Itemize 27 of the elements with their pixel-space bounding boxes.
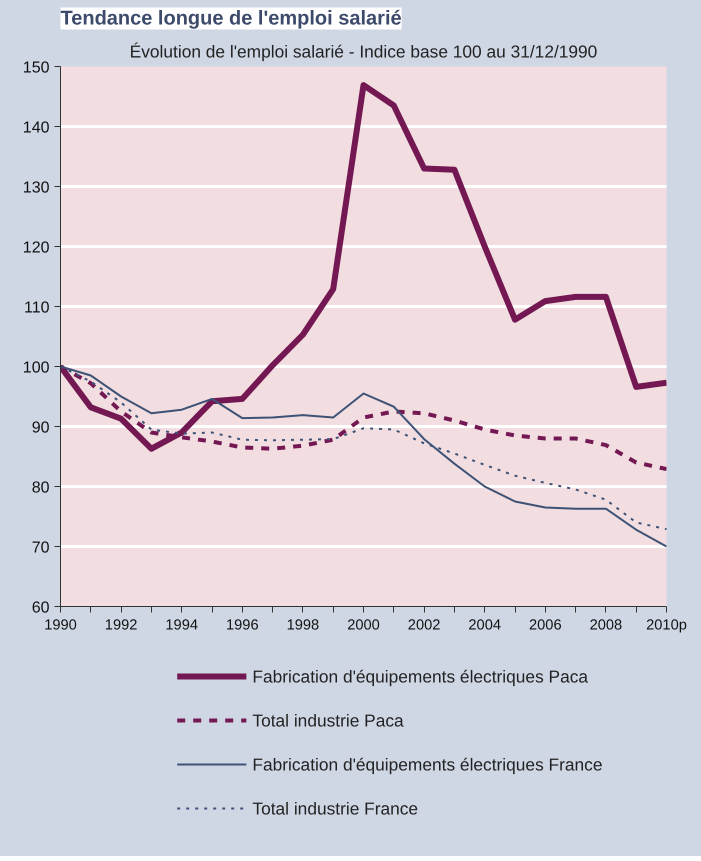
y-tick-label: 130 [22,180,50,196]
legend-label: Fabrication d'équipements électriques France [252,754,602,774]
y-tick-label: 120 [22,240,50,256]
x-tick-label: 2006 [529,618,562,634]
x-tick-label: 1990 [44,618,77,634]
legend-label: Total industrie Paca [252,710,404,730]
y-tick-label: 100 [22,360,50,376]
y-tick-label: 80 [32,480,50,496]
legend-label: Fabrication d'équipements électriques Paca [252,666,588,686]
y-tick-label: 90 [32,420,50,436]
x-tick-label: 2010p [646,618,687,634]
y-tick-label: 110 [24,300,50,316]
x-tick-label: 1994 [165,618,198,634]
x-tick-label: 2000 [347,618,380,634]
chart-title: Tendance longue de l'emploi salarié [60,8,402,30]
y-tick-label: 150 [22,60,50,76]
chart-subtitle: Évolution de l'emploi salarié - Indice base 100 au 31/12/1990 [130,42,598,62]
x-tick-label: 1992 [104,618,138,634]
x-tick-label: 1998 [286,618,320,634]
y-tick-label: 70 [32,540,50,556]
x-tick-label: 1996 [226,618,259,634]
y-tick-label: 60 [32,600,50,616]
x-tick-label: 2004 [468,618,502,634]
y-tick-label: 140 [22,120,50,136]
x-tick-label: 2002 [408,618,440,634]
x-tick-label: 2008 [590,618,622,634]
legend-label: Total industrie France [252,798,418,818]
